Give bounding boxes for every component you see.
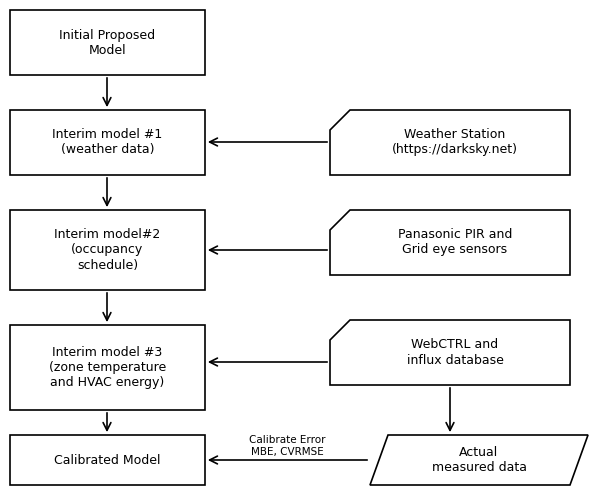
Text: Interim model#2
(occupancy
schedule): Interim model#2 (occupancy schedule) xyxy=(55,229,160,271)
Text: Calibrate Error
MBE, CVRMSE: Calibrate Error MBE, CVRMSE xyxy=(249,435,326,457)
Text: Actual
measured data: Actual measured data xyxy=(431,446,526,474)
Polygon shape xyxy=(370,435,588,485)
Polygon shape xyxy=(330,210,570,275)
Bar xyxy=(10,10,205,75)
Bar xyxy=(10,110,205,175)
Text: Interim model #3
(zone temperature
and HVAC energy): Interim model #3 (zone temperature and H… xyxy=(49,346,166,389)
Bar xyxy=(10,210,205,290)
Text: Interim model #1
(weather data): Interim model #1 (weather data) xyxy=(52,128,163,157)
Bar xyxy=(10,435,205,485)
Text: WebCTRL and
influx database: WebCTRL and influx database xyxy=(406,338,504,367)
Polygon shape xyxy=(330,110,570,175)
Text: Panasonic PIR and
Grid eye sensors: Panasonic PIR and Grid eye sensors xyxy=(398,229,512,256)
Bar xyxy=(10,325,205,410)
Text: Calibrated Model: Calibrated Model xyxy=(54,453,161,467)
Text: Weather Station
(https://darksky.net): Weather Station (https://darksky.net) xyxy=(392,128,518,157)
Polygon shape xyxy=(330,320,570,385)
Text: Initial Proposed
Model: Initial Proposed Model xyxy=(59,28,156,57)
